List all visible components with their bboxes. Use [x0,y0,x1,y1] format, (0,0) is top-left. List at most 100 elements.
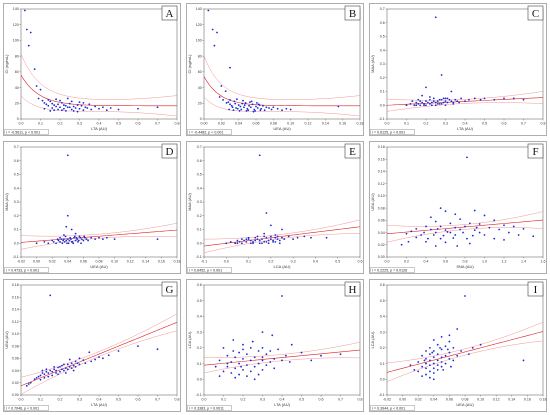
data-point [444,229,447,232]
data-point [460,97,462,100]
x-tick-label: 0.12 [127,260,134,264]
data-point [253,378,256,381]
data-point [84,362,87,365]
data-point [252,110,255,113]
data-point [207,9,210,12]
x-tick-label: 0.18 [540,398,547,402]
scatter-panel-c: 0.0 0.1 0.2 0.3 0.4 0.5 0.6 0.7 0.8-0.10.00.10.2… [369,3,547,136]
y-tick-label: 0.06 [12,357,19,361]
data-point [448,334,451,337]
data-point [436,102,439,105]
data-point [253,365,256,368]
y-tick-label: 0.0 [197,377,202,381]
data-point [52,240,55,243]
data-point [218,375,221,378]
data-point [74,360,77,363]
panel-letter-box [344,143,361,159]
data-point [263,235,266,238]
data-point [256,107,259,109]
x-tick-label: 0.02 [49,260,56,264]
data-point [276,235,279,238]
data-point [415,101,418,104]
y-tick-label: 0.7 [14,145,19,149]
data-point [232,339,235,341]
data-point [407,240,410,243]
data-point [434,101,437,104]
data-point [274,236,277,239]
y-tick-label: 0.7 [380,7,385,11]
data-point [440,102,443,105]
x-tick-label: 0.0 [385,122,390,126]
data-point [254,110,257,112]
data-point [39,88,42,91]
data-point [76,362,79,365]
data-point [53,109,56,112]
data-point [107,354,110,357]
data-point [234,356,237,359]
data-point [222,99,224,101]
x-tick-label: 0.04 [64,260,71,264]
data-point [432,378,435,381]
y-tick-label: 0.1 [14,228,19,232]
x-tick-label: 0.7 [338,398,343,402]
x-tick-label: 0.08 [462,398,469,402]
data-point [429,346,431,349]
data-point [246,364,248,367]
data-point [241,102,244,105]
data-point [51,107,54,109]
confidence-band-lower [204,96,360,117]
plot-area [386,8,544,120]
data-point [436,359,439,362]
data-point [320,354,322,357]
data-point [72,105,75,108]
y-tick-label: 140 [13,7,19,11]
data-point [440,361,443,363]
y-tick-label: 0.4 [197,186,202,190]
data-point [432,350,435,352]
data-point [72,369,75,372]
data-point [438,102,441,105]
data-point [479,343,482,346]
data-point [265,353,268,356]
data-point [250,100,253,103]
data-point [82,239,85,242]
x-tick-label: 0.5 [335,260,340,264]
data-point [430,104,433,107]
data-point [63,369,65,372]
x-tick-label: 0.2 [404,260,409,264]
data-point [405,232,408,235]
panel-letter-box [161,143,178,159]
panel-letter: A [166,8,174,20]
data-point [285,354,287,357]
data-point [456,354,459,357]
data-point [292,238,295,241]
x-tick-label: 0.6 [136,398,141,402]
x-tick-label: 0.6 [319,398,324,402]
stat-box [4,129,49,135]
x-tick-label: 0.1 [404,122,409,126]
data-point [228,108,231,111]
data-point [246,353,248,356]
scatter-panel-b: 0.00 0.02 0.04 0.06 0.08 0.10 0.12 0.14 0.16 0.18… [186,3,364,136]
data-point [466,156,468,159]
data-point [226,365,229,368]
data-point [237,104,240,106]
data-point [63,234,65,236]
data-point [431,351,434,354]
data-point [421,101,423,104]
data-point [259,109,262,112]
data-point [449,222,452,225]
data-point [419,104,422,107]
y-tick-label: 0.04 [12,369,19,373]
data-point [45,103,48,106]
x-tick-label: -0.1 [201,260,207,264]
data-point [267,239,270,242]
x-tick-label: 0.7 [521,122,526,126]
data-point [427,101,429,104]
data-point [415,104,418,107]
data-point [410,230,413,233]
data-point [249,101,251,104]
data-point [278,239,281,242]
y-tick-label: 0.6 [197,159,202,163]
correlation-stat: r = 0.4733, p < 0.001 [6,268,39,272]
